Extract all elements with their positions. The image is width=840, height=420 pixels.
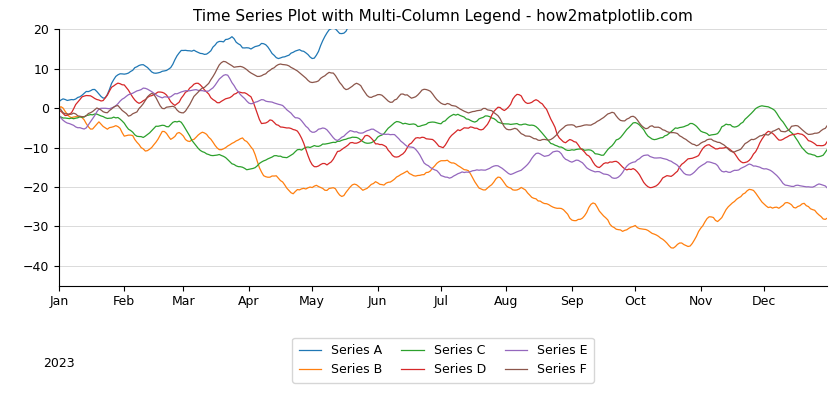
Line: Series E: Series E <box>59 75 827 188</box>
Line: Series F: Series F <box>59 61 827 152</box>
Line: Series B: Series B <box>59 107 827 248</box>
Title: Time Series Plot with Multi-Column Legend - how2matplotlib.com: Time Series Plot with Multi-Column Legen… <box>193 9 693 24</box>
Line: Series A: Series A <box>59 0 827 102</box>
Legend: Series A, Series B, Series C, Series D, Series E, Series F: Series A, Series B, Series C, Series D, … <box>292 338 594 383</box>
Text: 2023: 2023 <box>43 357 75 370</box>
Line: Series C: Series C <box>59 106 827 170</box>
Line: Series D: Series D <box>59 83 827 188</box>
